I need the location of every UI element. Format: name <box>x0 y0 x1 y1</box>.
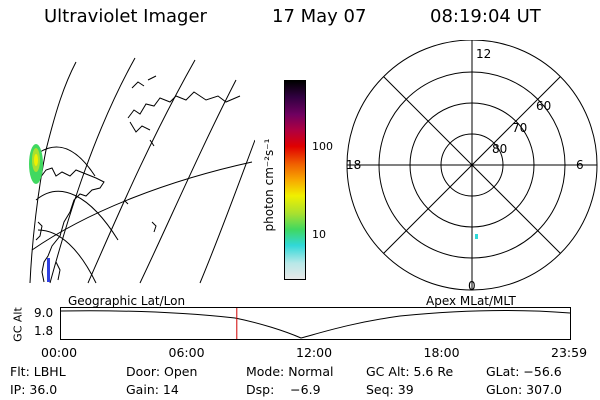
door-info: Door: Open <box>126 364 198 379</box>
altitude-curve <box>60 310 571 339</box>
mlt-label-12: 12 <box>476 47 491 61</box>
colorbar-gradient <box>284 80 306 280</box>
timeline-y-axis-label: GC Alt <box>11 307 25 342</box>
polar-plot: 12 18 6 0 60 70 80 <box>346 40 598 293</box>
mlt-diagonal <box>383 76 561 254</box>
longitude-line <box>199 139 255 284</box>
time-label: 08:19:04 UT <box>430 6 541 27</box>
latitude-line <box>35 190 119 241</box>
filter-info: Flt: LBHL <box>10 364 66 379</box>
lat-label-70: 70 <box>512 121 527 135</box>
mlt-label-6: 6 <box>576 158 584 172</box>
longitude-line <box>139 79 237 284</box>
timeline-frame <box>60 307 571 340</box>
dsp-info: Dsp: −6.9 <box>246 382 321 397</box>
coastline <box>35 221 43 241</box>
latitude-line <box>31 161 253 251</box>
instrument-title: Ultraviolet Imager <box>44 6 207 27</box>
timeline-plot <box>60 307 571 340</box>
x-tick-label: 18:00 <box>423 345 460 360</box>
lat-label-80: 80 <box>492 142 507 156</box>
colorbar-tick-100: 100 <box>312 140 333 153</box>
x-tick-label: 06:00 <box>168 345 205 360</box>
colorbar-unit-label: photon cm⁻²s⁻¹ <box>262 138 276 232</box>
seq-info: Seq: 39 <box>366 382 414 397</box>
geographic-map <box>29 57 255 284</box>
longitude-line <box>87 59 196 284</box>
mlt-label-0: 0 <box>468 279 476 293</box>
x-tick-label: 23:59 <box>551 345 588 360</box>
polar-emission-spot <box>475 234 478 239</box>
gc-alt-info: GC Alt: 5.6 Re <box>366 364 454 379</box>
timeline-right-label: Apex MLat/MLT <box>426 294 516 308</box>
glon-info: GLon: 307.0 <box>486 382 562 397</box>
latitude-line <box>37 229 97 284</box>
colorbar-tick-10: 10 <box>312 228 326 241</box>
colorbar <box>284 80 306 280</box>
timeline-y-max: 9.0 <box>34 306 54 320</box>
longitude-line <box>49 57 136 284</box>
timeline-y-min: 1.8 <box>34 324 54 338</box>
coastline <box>39 167 105 283</box>
ip-info: IP: 36.0 <box>10 382 58 397</box>
mlt-label-18: 18 <box>346 158 361 172</box>
coastline <box>127 91 241 133</box>
mode-info: Mode: Normal <box>246 364 334 379</box>
x-tick-label: 00:00 <box>41 345 78 360</box>
date-label: 17 May 07 <box>272 6 367 27</box>
coastline <box>123 139 157 233</box>
aurora-emission <box>29 144 50 282</box>
gain-info: Gain: 14 <box>126 382 179 397</box>
timeline-left-label: Geographic Lat/Lon <box>68 294 186 308</box>
lat-label-60: 60 <box>536 99 551 113</box>
coastline <box>55 261 61 281</box>
earth-limb <box>29 61 77 284</box>
latitude-line <box>39 146 96 177</box>
coastline <box>131 75 157 89</box>
glat-info: GLat: −56.6 <box>486 364 562 379</box>
x-tick-label: 12:00 <box>296 345 333 360</box>
